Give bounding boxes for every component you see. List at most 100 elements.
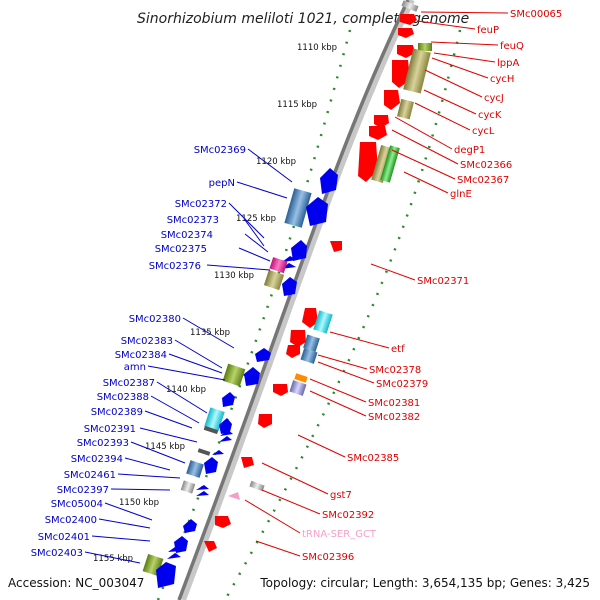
gene-label: cycL (472, 126, 495, 137)
gene-label: SMc02382 (368, 412, 420, 423)
kbp-label: 1110 kbp (297, 43, 337, 53)
gene-feature (313, 310, 333, 334)
gene-feature (180, 480, 196, 494)
gene-feature (219, 436, 232, 442)
right-labels: SMc00065 feuP feuQ lppA cycH cycJ cycK c… (302, 9, 562, 563)
gene-label: SMc02388 (97, 392, 149, 403)
gene-label: etf (391, 344, 405, 355)
gene-label: SMc02389 (91, 407, 143, 418)
gene-label: SMc02366 (460, 160, 512, 171)
gene-label: SMc02403 (31, 548, 83, 559)
gene-label: SMc02371 (417, 276, 469, 287)
gene-feature (167, 553, 181, 559)
gene-label: SMc02401 (38, 532, 90, 543)
gene-feature (303, 334, 320, 352)
gene-label: SMc02379 (376, 379, 428, 390)
gene-label: SMc02384 (115, 350, 167, 361)
gene-label: SMc02396 (302, 552, 354, 563)
gene-feature (156, 562, 176, 588)
gene-feature (222, 392, 235, 407)
gene-feature (300, 348, 318, 364)
kbp-label: 1130 kbp (214, 271, 254, 281)
gene-feature (291, 240, 307, 261)
gene-feature (330, 241, 342, 252)
left-label-leaders (84, 148, 293, 564)
gene-feature (284, 188, 312, 228)
gene-label: SMc02393 (77, 438, 129, 449)
gene-label: gst7 (330, 490, 352, 501)
gene-feature (168, 547, 181, 552)
gene-label: SMc02461 (64, 470, 116, 481)
trna-label: tRNA-SER_GCT (302, 529, 377, 540)
gene-feature (403, 48, 431, 94)
gene-feature (220, 430, 233, 436)
gene-feature (371, 145, 393, 183)
gene-feature (384, 90, 400, 110)
gene-feature (282, 256, 297, 262)
gene-feature (290, 330, 306, 347)
gene-feature (249, 480, 265, 492)
gene-feature (269, 257, 288, 274)
gene-feature (204, 457, 218, 474)
gene-label: SMc02367 (457, 175, 509, 186)
gene-label: degP1 (454, 145, 485, 156)
gene-feature (397, 98, 414, 120)
gene-label: SMc02383 (121, 336, 173, 347)
gene-label: SMc02369 (194, 145, 246, 156)
gene-label: glnE (450, 189, 472, 200)
gene-label: SMc02373 (167, 215, 219, 226)
kbp-label: 1145 kbp (145, 442, 185, 452)
gene-label: SMc02392 (322, 510, 374, 521)
right-label-leaders (244, 11, 509, 557)
gene-feature (196, 485, 209, 490)
kbp-label: 1135 kbp (190, 328, 230, 338)
gene-label: SMc02381 (368, 398, 420, 409)
kbp-label: 1120 kbp (256, 157, 296, 167)
gene-feature (204, 541, 217, 552)
gene-label: lppA (497, 58, 519, 69)
topology-text: Topology: circular; Length: 3,654,135 bp… (259, 576, 590, 590)
gene-feature (294, 373, 308, 383)
gene-label: pepN (209, 178, 235, 189)
gene-feature (197, 448, 211, 456)
gene-feature (219, 418, 232, 434)
map-title: Sinorhizobium meliloti 1021, complete ge… (137, 11, 469, 27)
kbp-label: 1150 kbp (119, 498, 159, 508)
gene-feature (380, 145, 400, 183)
gene-feature (289, 380, 307, 396)
gene-feature (302, 308, 318, 328)
gene-label: SMc02400 (45, 515, 97, 526)
gene-feature (400, 14, 417, 25)
gene-label: SMc02372 (175, 199, 227, 210)
gene-feature (183, 519, 197, 533)
genome-backbone (177, 0, 415, 600)
gene-feature (358, 142, 378, 182)
gene-label: SMc02375 (155, 244, 207, 255)
gene-feature (228, 492, 240, 500)
gene-feature (255, 348, 271, 362)
gene-feature (241, 457, 254, 468)
gene-label: SMc05004 (51, 499, 103, 510)
gene-feature (196, 491, 209, 496)
gene-feature (263, 269, 285, 291)
gene-label: cycJ (484, 93, 504, 104)
gene-feature (203, 425, 219, 435)
gene-label: SMc02394 (71, 454, 123, 465)
gene-label: SMc02376 (149, 261, 201, 272)
gene-label: SMc00065 (510, 9, 562, 20)
gene-feature (186, 460, 204, 478)
gene-label: feuQ (500, 41, 524, 52)
gene-feature (374, 115, 389, 128)
kbp-label: 1155 kbp (93, 554, 133, 564)
gene-label: SMc02380 (129, 314, 181, 325)
gene-feature (286, 345, 300, 358)
gene-feature (222, 363, 246, 387)
gene-label: SMc02385 (347, 453, 399, 464)
gene-feature (282, 277, 297, 296)
outer-tick-track (223, 29, 462, 600)
gene-label: SMc02378 (369, 365, 421, 376)
gene-feature (398, 28, 414, 38)
gene-label: cycH (490, 74, 514, 85)
kbp-label: 1140 kbp (166, 385, 206, 395)
